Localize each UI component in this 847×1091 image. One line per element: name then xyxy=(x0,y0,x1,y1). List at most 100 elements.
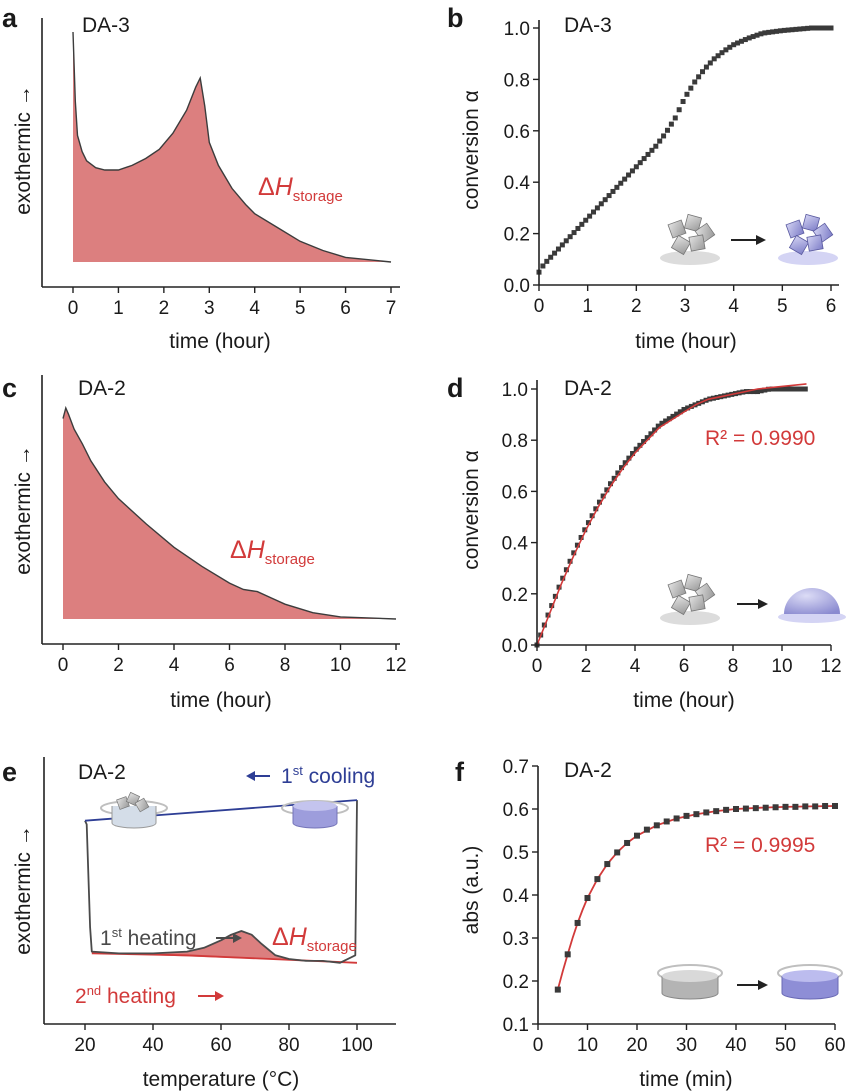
conversion-point xyxy=(663,418,669,424)
abs-point xyxy=(574,919,581,926)
panel-a-label: a xyxy=(2,3,18,33)
panel-e-y-label: exothermic → xyxy=(12,825,35,955)
conversion-point xyxy=(777,28,783,34)
x-tick-label: 12 xyxy=(385,655,406,676)
y-tick-label: 0.5 xyxy=(503,843,529,864)
panel-a-x-label: time (hour) xyxy=(169,330,271,353)
conversion-point xyxy=(758,31,764,37)
conversion-point xyxy=(773,28,779,34)
abs-point xyxy=(594,876,601,883)
conversion-point xyxy=(795,386,801,392)
conversion-point xyxy=(626,172,632,178)
conversion-point xyxy=(747,389,753,395)
conversion-point xyxy=(555,246,561,252)
panel-f-y-label: abs (a.u.) xyxy=(460,846,483,935)
y-tick-label: 1.0 xyxy=(502,380,528,401)
conversion-point xyxy=(711,56,717,62)
heat-flow-line xyxy=(62,405,397,620)
panel-b-x-label: time (hour) xyxy=(635,330,737,353)
conversion-point xyxy=(828,25,834,31)
abs-point xyxy=(832,802,838,809)
fit-line xyxy=(536,383,807,646)
y-tick-label: 0.8 xyxy=(504,70,530,91)
conversion-point xyxy=(762,30,768,36)
panel-c-y-label: exothermic → xyxy=(12,445,35,575)
arrow-right-icon xyxy=(731,235,766,245)
conversion-point xyxy=(751,389,757,395)
conversion-point xyxy=(755,389,760,395)
panel-e: e DA-2 20 40 60 80 100 temperature (°C) exot… xyxy=(2,757,396,1091)
arrow-right-icon xyxy=(737,980,768,990)
conversion-point xyxy=(750,34,756,40)
conversion-point xyxy=(801,26,807,32)
conversion-point xyxy=(589,513,595,519)
conversion-point xyxy=(549,603,555,609)
conversion-point xyxy=(641,438,647,444)
x-tick-label: 2 xyxy=(631,296,642,317)
x-tick-label: 5 xyxy=(295,298,306,319)
abs-point xyxy=(822,802,829,809)
conversion-point xyxy=(552,250,558,256)
panel-b-x-ticks: 0 1 2 3 4 5 6 xyxy=(534,285,836,317)
x-tick-label: 10 xyxy=(771,656,792,677)
conversion-point xyxy=(641,156,647,162)
conversion-point xyxy=(578,534,584,540)
conversion-point xyxy=(618,180,624,186)
conversion-point xyxy=(799,386,805,392)
panel-a-x-ticks: 0 1 2 3 4 5 6 7 xyxy=(68,287,396,319)
conversion-point xyxy=(816,25,822,31)
conversion-point xyxy=(619,465,625,471)
conversion-point xyxy=(593,506,599,512)
conversion-point xyxy=(571,230,577,236)
storage-area xyxy=(153,931,340,963)
panel-c-annotation: ΔHstorage xyxy=(230,536,315,568)
y-tick-label: 0.4 xyxy=(502,534,529,555)
conversion-point xyxy=(688,85,694,91)
conversion-point xyxy=(791,386,797,392)
conversion-point xyxy=(545,612,551,618)
x-tick-label: 10 xyxy=(577,1035,598,1056)
x-tick-label: 20 xyxy=(626,1035,647,1056)
conversion-point xyxy=(692,79,698,85)
conversion-point xyxy=(614,184,620,190)
y-tick-label: 0.2 xyxy=(503,972,529,993)
panel-c-x-label: time (hour) xyxy=(170,689,272,712)
abs-point xyxy=(663,818,670,825)
conversion-point xyxy=(644,435,650,441)
conversion-point xyxy=(600,493,606,499)
conversion-point xyxy=(707,60,713,66)
grey-dish-icon xyxy=(657,964,723,1000)
conversion-point xyxy=(610,188,616,194)
conversion-point xyxy=(731,42,737,48)
conversion-point xyxy=(696,74,702,80)
conversion-point xyxy=(797,26,803,32)
x-tick-label: 60 xyxy=(210,1035,231,1056)
conversion-point xyxy=(784,386,790,392)
panel-f-line-layer xyxy=(554,802,838,993)
x-tick-label: 80 xyxy=(278,1035,299,1056)
conversion-point xyxy=(563,567,569,573)
x-tick-label: 8 xyxy=(728,656,739,677)
conversion-point xyxy=(575,225,581,231)
conversion-point xyxy=(666,416,672,422)
conversion-point xyxy=(788,386,794,392)
conversion-point xyxy=(602,197,608,203)
conversion-point xyxy=(604,487,610,493)
conversion-point xyxy=(548,254,554,260)
x-tick-label: 5 xyxy=(777,296,788,317)
conversion-point xyxy=(762,387,768,393)
abs-point xyxy=(802,803,809,810)
y-tick-label: 0.2 xyxy=(502,585,528,606)
legend-cooling-label: 1st cooling xyxy=(281,763,375,788)
panel-d-line-layer xyxy=(534,383,808,648)
conversion-point xyxy=(773,386,779,392)
conversion-point xyxy=(579,221,585,227)
blue-dome-icon xyxy=(778,588,846,623)
conversion-point xyxy=(622,176,628,182)
grey-cluster-icon xyxy=(660,573,720,625)
x-tick-label: 100 xyxy=(341,1035,373,1056)
conversion-point xyxy=(567,234,573,240)
conversion-point xyxy=(648,431,654,437)
abs-point xyxy=(554,986,561,993)
